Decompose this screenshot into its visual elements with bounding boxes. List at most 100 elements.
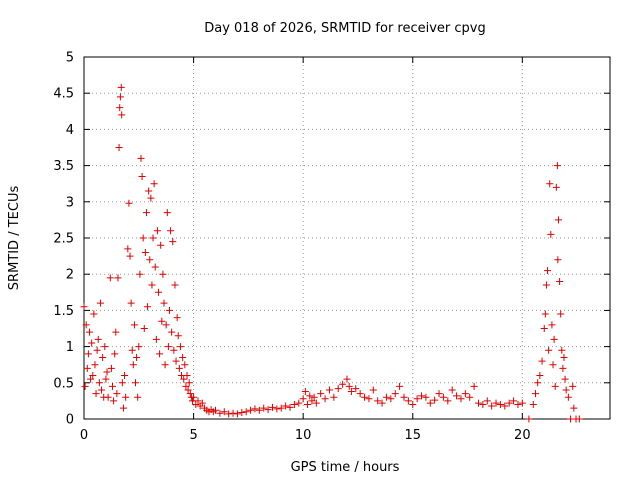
data-point xyxy=(325,386,333,394)
data-point xyxy=(146,256,154,264)
data-point xyxy=(546,180,554,188)
data-point xyxy=(159,270,167,278)
data-point xyxy=(435,390,443,398)
data-point xyxy=(96,299,104,307)
data-point xyxy=(108,382,116,390)
data-point xyxy=(83,364,91,372)
data-point xyxy=(220,408,228,416)
data-point xyxy=(282,402,290,410)
data-point xyxy=(168,328,176,336)
data-point xyxy=(448,386,456,394)
data-point xyxy=(116,104,124,112)
data-point xyxy=(561,375,569,383)
data-point xyxy=(518,399,526,407)
data-point xyxy=(113,390,121,398)
data-point xyxy=(179,353,187,361)
data-point xyxy=(268,403,276,411)
data-point xyxy=(190,393,198,401)
data-point xyxy=(352,385,360,393)
data-point xyxy=(418,392,426,400)
data-point xyxy=(106,274,114,282)
data-point xyxy=(127,299,135,307)
data-point xyxy=(148,281,156,289)
y-tick-label: 1.5 xyxy=(53,304,74,319)
data-point xyxy=(391,390,399,398)
data-point xyxy=(102,375,110,383)
x-tick-label: 15 xyxy=(404,428,421,443)
data-point xyxy=(129,361,137,369)
data-point xyxy=(134,393,142,401)
data-point xyxy=(387,395,395,403)
data-point xyxy=(575,415,583,423)
x-tick-label: 0 xyxy=(80,428,88,443)
data-point xyxy=(306,392,314,400)
data-point xyxy=(304,401,312,409)
data-point xyxy=(343,375,351,383)
data-point xyxy=(479,401,487,409)
grid xyxy=(84,57,610,419)
data-point xyxy=(133,353,141,361)
data-point xyxy=(369,386,377,394)
data-point xyxy=(130,321,138,329)
data-point xyxy=(295,399,303,407)
y-tick-label: 3 xyxy=(66,195,74,210)
data-point xyxy=(117,83,125,91)
data-point xyxy=(242,408,250,416)
data-point xyxy=(534,379,542,387)
data-point xyxy=(365,395,373,403)
data-point xyxy=(111,350,119,358)
data-point xyxy=(136,270,144,278)
data-point xyxy=(426,399,434,407)
data-point xyxy=(110,397,118,405)
y-tick-label: 0 xyxy=(66,413,74,428)
data-point xyxy=(525,415,533,423)
data-point xyxy=(121,372,129,380)
data-point xyxy=(510,397,518,405)
data-point xyxy=(273,405,281,413)
data-point xyxy=(85,328,93,336)
data-point xyxy=(312,399,320,407)
data-point xyxy=(554,216,562,224)
data-point xyxy=(531,390,539,398)
data-point xyxy=(404,397,412,405)
data-point xyxy=(140,325,148,332)
data-point xyxy=(551,382,559,390)
data-point xyxy=(112,328,120,336)
y-tick-label: 4.5 xyxy=(53,87,74,102)
data-point xyxy=(181,361,189,369)
data-point xyxy=(564,393,572,401)
data-point xyxy=(310,393,318,401)
data-point xyxy=(299,395,307,403)
data-point xyxy=(157,241,165,249)
data-point xyxy=(457,395,465,403)
data-point xyxy=(560,353,568,361)
data-point xyxy=(562,386,570,394)
data-point xyxy=(277,404,285,412)
data-point xyxy=(149,234,157,242)
data-point xyxy=(558,346,566,354)
data-point xyxy=(461,390,469,398)
data-point xyxy=(216,409,224,417)
data-point xyxy=(163,209,171,217)
data-point xyxy=(542,281,550,289)
data-point xyxy=(488,402,496,410)
data-point xyxy=(514,401,522,409)
data-point xyxy=(550,335,558,343)
data-point xyxy=(137,154,145,162)
data-point xyxy=(557,310,565,318)
data-point xyxy=(135,343,143,351)
data-point xyxy=(180,375,188,383)
data-point xyxy=(125,199,133,207)
data-point xyxy=(538,357,546,365)
data-point xyxy=(317,390,325,398)
data-point xyxy=(400,393,408,401)
data-point xyxy=(171,281,179,289)
data-point xyxy=(118,379,126,387)
data-point xyxy=(169,238,177,246)
data-point xyxy=(167,227,175,235)
data-point xyxy=(160,299,168,307)
data-point xyxy=(570,404,578,412)
data-point xyxy=(553,162,561,170)
data-point xyxy=(155,288,163,296)
data-point xyxy=(138,172,146,180)
